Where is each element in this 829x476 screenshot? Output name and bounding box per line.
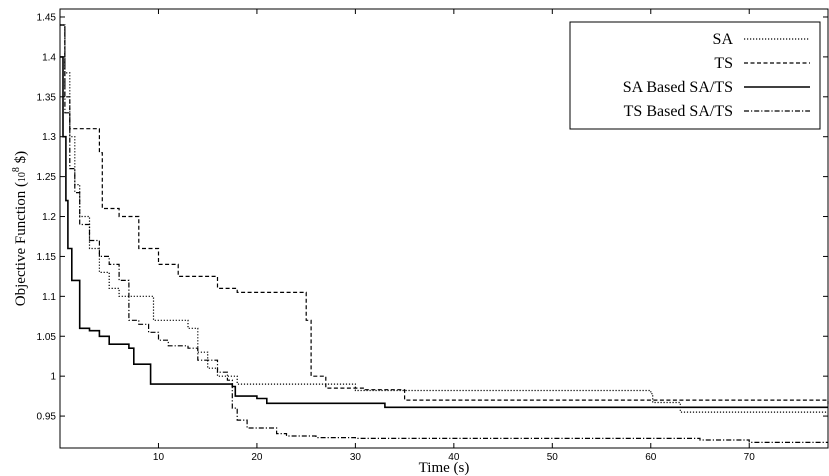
legend-label-3: SA Based SA/TS: [623, 79, 733, 96]
y-tick-label: 1.4: [42, 52, 56, 63]
x-tick-label: 40: [448, 452, 460, 463]
y-tick-label: 1.25: [37, 172, 57, 183]
series-line-4: [60, 24, 828, 443]
y-axis-label-exponent: 8: [11, 167, 22, 172]
y-tick-label: 1.3: [42, 132, 56, 143]
y-tick-label: 1.2: [42, 212, 56, 223]
y-axis-label-tail: $): [13, 151, 29, 167]
legend-label-1: SA: [713, 31, 734, 48]
y-tick-label: 1.1: [42, 292, 56, 303]
y-tick-label: 1: [50, 372, 56, 383]
y-tick-label: 1.15: [37, 252, 57, 263]
x-tick-label: 50: [547, 452, 559, 463]
y-tick-label: 0.95: [37, 412, 57, 423]
y-axis-label-main: Objective Function (: [13, 182, 29, 306]
x-axis-label: Time (s): [419, 460, 470, 476]
legend-label-2: TS: [714, 55, 733, 72]
y-tick-label: 1.45: [37, 12, 57, 23]
legend-label-4: TS Based SA/TS: [624, 103, 733, 120]
y-tick-label: 1.05: [37, 332, 57, 343]
x-tick-label: 10: [153, 452, 165, 463]
series-line-3: [60, 56, 828, 409]
y-tick-label: 1.35: [37, 92, 57, 103]
x-tick-label: 20: [251, 452, 263, 463]
axis-ticks: 10 20 30 40 50 60 70 0.95 1 1.05 1.1 1.15 1.2 1.25 1.3…: [37, 9, 828, 463]
x-tick-label: 30: [350, 452, 362, 463]
series-lines: [60, 24, 829, 443]
y-axis-label-unit: 10: [17, 172, 28, 182]
x-tick-label: 60: [645, 452, 657, 463]
x-tick-label: 70: [744, 452, 756, 463]
legend: SA TS SA Based SA/TS TS Based SA/TS: [569, 21, 821, 130]
y-axis-label: Objective Function (108 $): [11, 151, 29, 306]
